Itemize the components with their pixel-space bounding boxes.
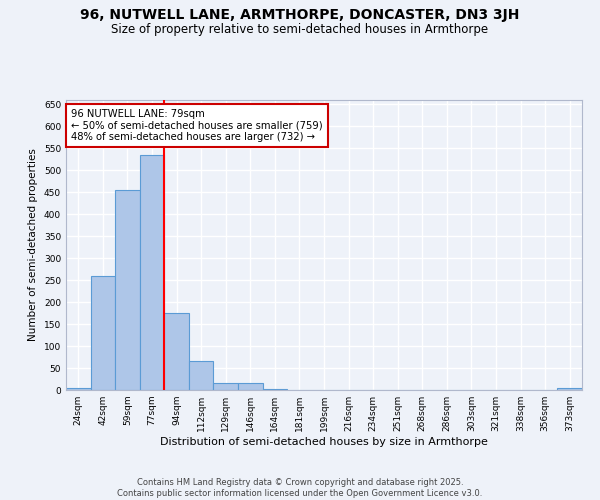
Bar	[263, 388, 287, 390]
Text: Contains HM Land Registry data © Crown copyright and database right 2025.
Contai: Contains HM Land Registry data © Crown c…	[118, 478, 482, 498]
Bar	[66, 388, 91, 390]
Bar	[238, 384, 263, 390]
X-axis label: Distribution of semi-detached houses by size in Armthorpe: Distribution of semi-detached houses by …	[160, 437, 488, 447]
Bar	[214, 384, 238, 390]
Bar	[115, 190, 140, 390]
Text: Size of property relative to semi-detached houses in Armthorpe: Size of property relative to semi-detach…	[112, 22, 488, 36]
Bar	[91, 276, 115, 390]
Y-axis label: Number of semi-detached properties: Number of semi-detached properties	[28, 148, 38, 342]
Bar	[140, 155, 164, 390]
Bar	[164, 313, 189, 390]
Bar	[557, 388, 582, 390]
Bar	[189, 362, 214, 390]
Text: 96 NUTWELL LANE: 79sqm
← 50% of semi-detached houses are smaller (759)
48% of se: 96 NUTWELL LANE: 79sqm ← 50% of semi-det…	[71, 108, 323, 142]
Text: 96, NUTWELL LANE, ARMTHORPE, DONCASTER, DN3 3JH: 96, NUTWELL LANE, ARMTHORPE, DONCASTER, …	[80, 8, 520, 22]
